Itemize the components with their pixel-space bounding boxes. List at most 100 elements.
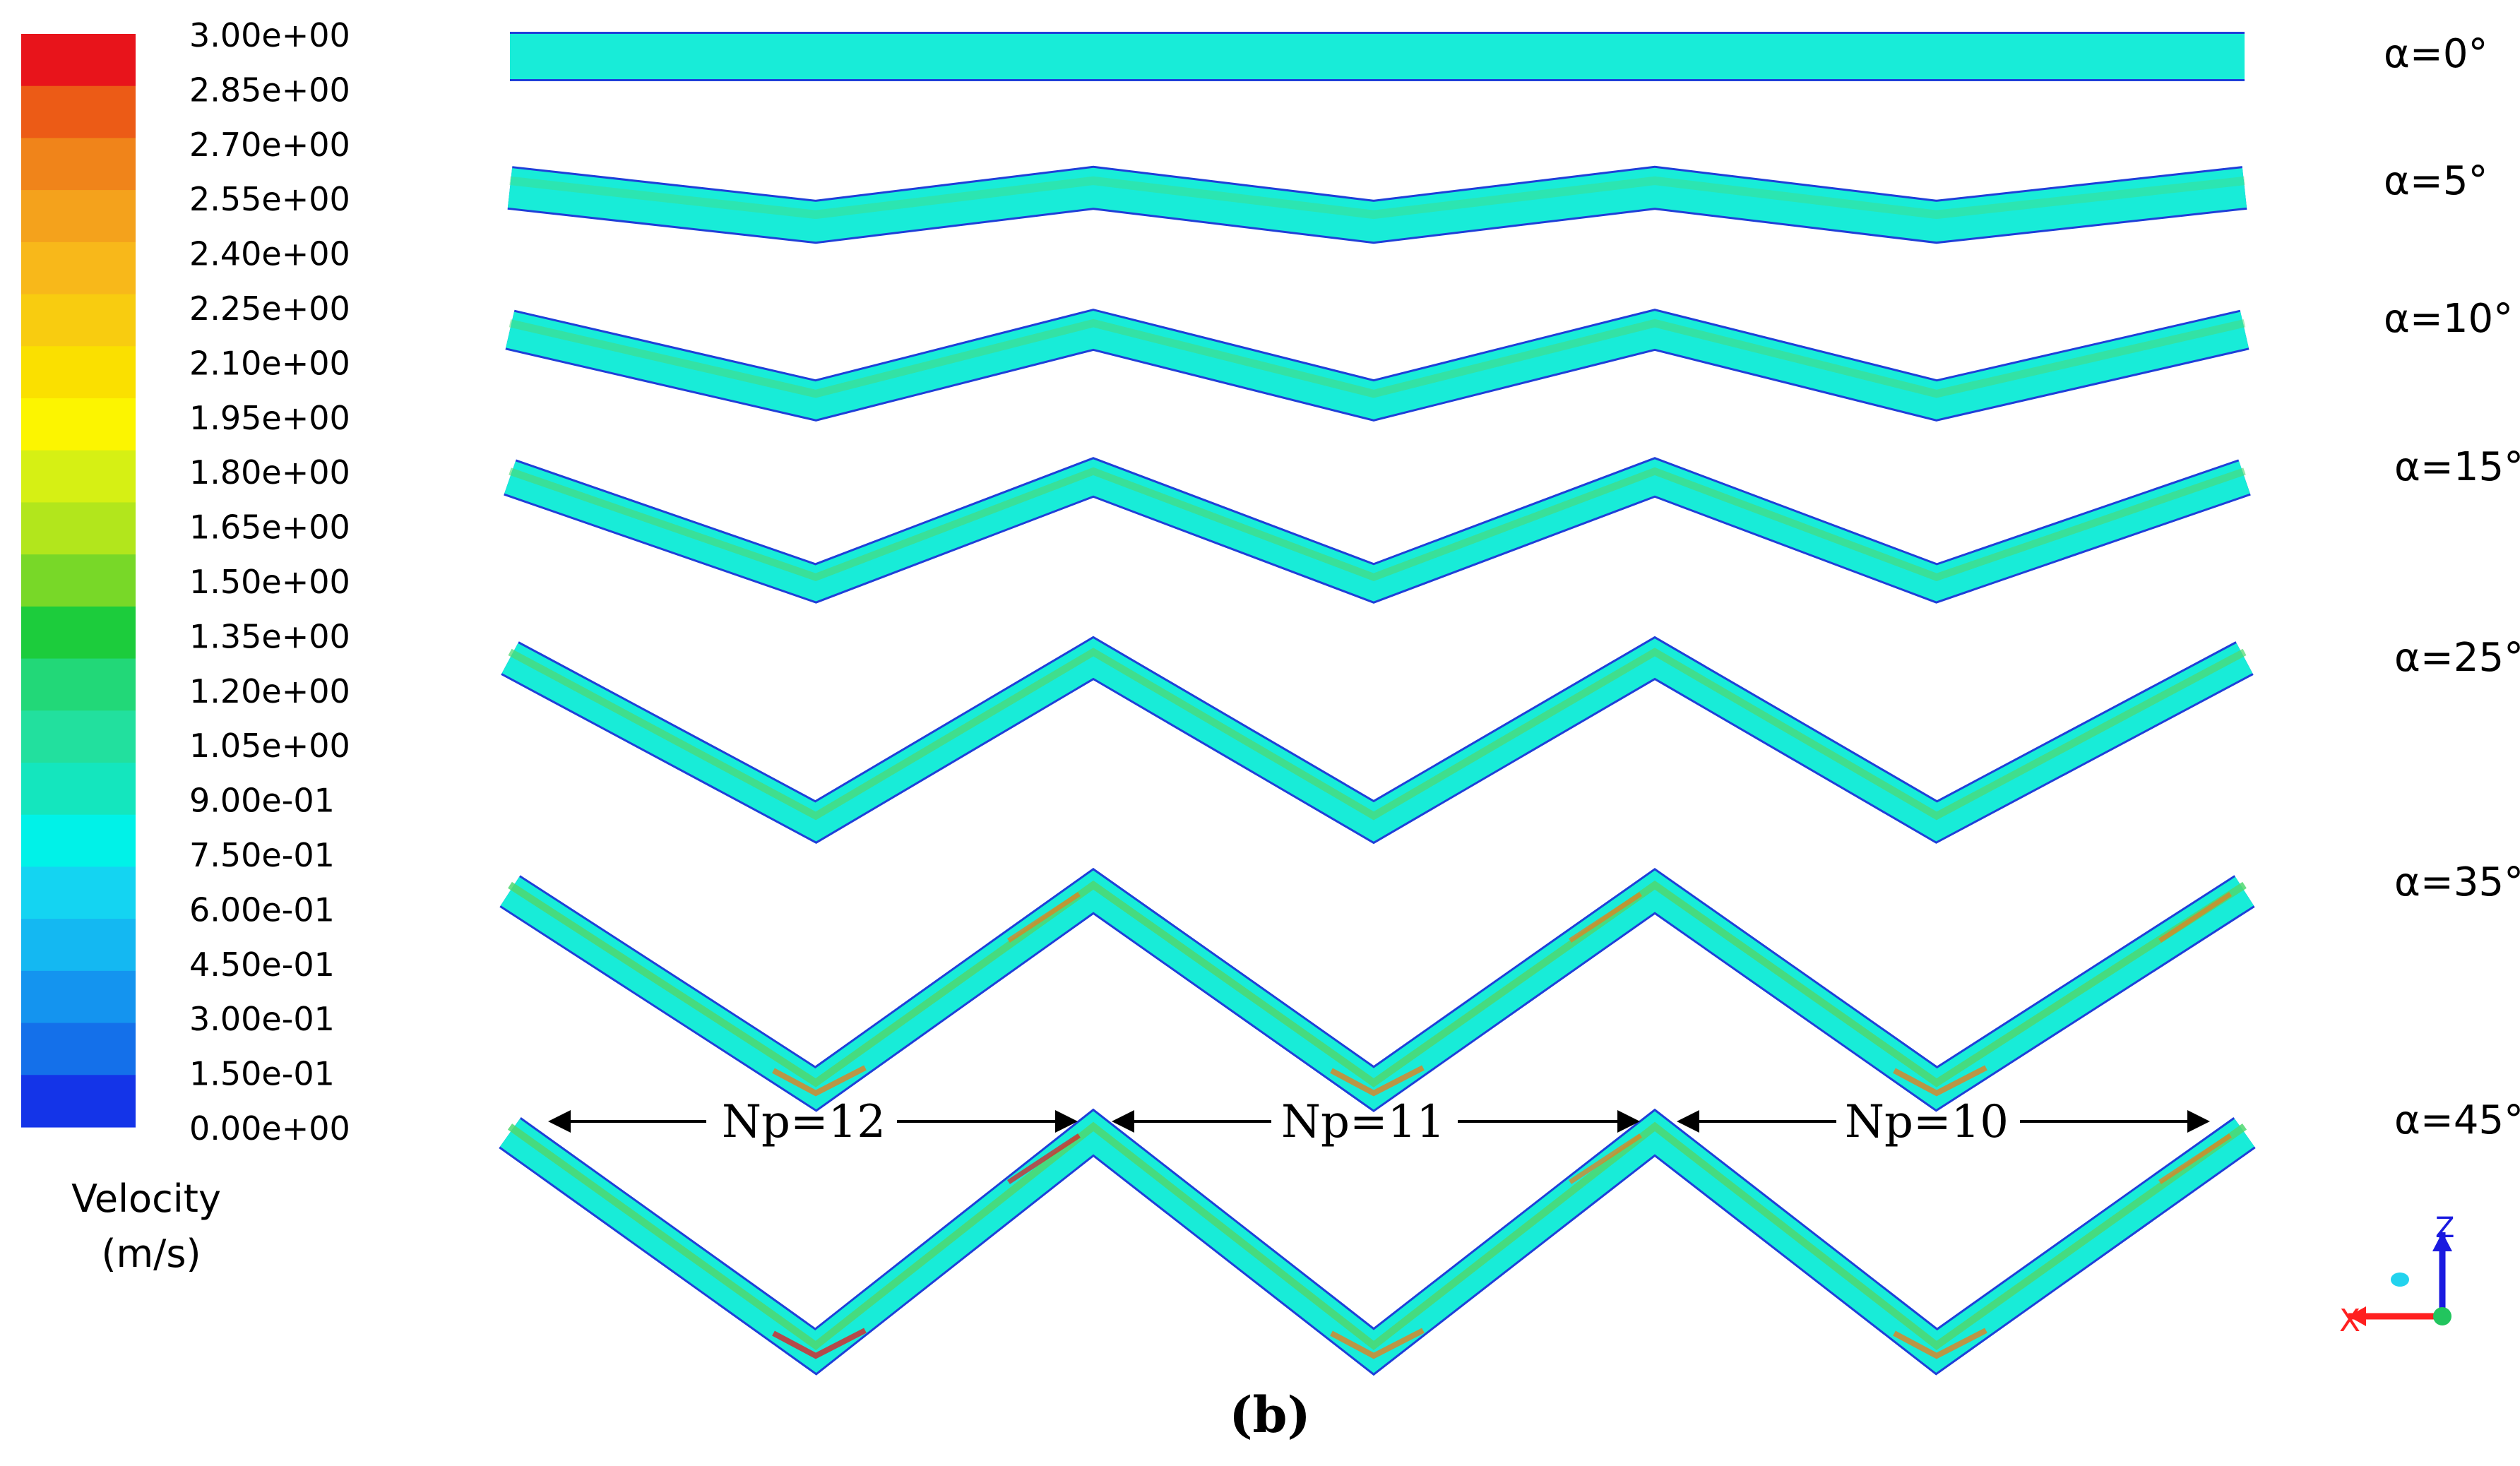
legend-swatch	[21, 398, 136, 451]
legend-tick-label: 3.00e+00	[189, 16, 350, 54]
legend-tick-label: 2.85e+00	[189, 71, 350, 109]
legend-swatch	[21, 658, 136, 711]
legend-tick-label: 4.50e-01	[189, 946, 335, 984]
channel-profile	[504, 457, 2251, 604]
x-axis-arrowhead	[2348, 1306, 2366, 1326]
channel-core	[504, 459, 2250, 602]
angle-label: α=0°	[2384, 31, 2488, 77]
legend-tick-label: 1.05e+00	[189, 727, 350, 765]
legend-tick-label: 6.00e-01	[189, 890, 335, 929]
legend-tick-label: 1.20e+00	[189, 672, 350, 710]
legend-tick-label: 1.50e+00	[189, 563, 350, 601]
x-axis-label: X	[2339, 1303, 2360, 1339]
pitch-label-np11: Np=11	[1281, 1096, 1445, 1148]
z-axis-arrowhead	[2432, 1232, 2452, 1251]
channel-core	[500, 1111, 2254, 1373]
valley-hot-streak	[772, 1065, 867, 1097]
peak-hot-streak	[1569, 1133, 1642, 1184]
legend-title: Velocity	[71, 1176, 221, 1221]
legend-tick-label: 1.80e+00	[189, 453, 350, 491]
legend-swatch	[21, 502, 136, 555]
legend-swatch	[21, 294, 136, 347]
legend-swatch	[21, 1075, 136, 1128]
legend-unit: (m/s)	[101, 1232, 201, 1276]
triad-origin	[2433, 1307, 2451, 1325]
velocity-streak	[508, 648, 2247, 821]
triad-y-marker	[2391, 1273, 2409, 1287]
legend-tick-label: 1.95e+00	[189, 399, 350, 437]
legend-swatch	[21, 606, 136, 660]
legend-tick-labels: 3.00e+00 2.85e+00 2.70e+00 2.55e+00 2.40e+00…	[189, 16, 350, 1148]
legend-swatch	[21, 814, 136, 868]
legend-tick-label: 2.10e+00	[189, 344, 350, 382]
figure-caption: (b)	[1229, 1385, 1310, 1444]
legend-swatch	[21, 450, 136, 503]
valley-hot-streak	[1893, 1328, 1987, 1359]
angle-labels: α=0° α=5° α=10° α=15° α=25° α=35° α=45°	[2384, 31, 2520, 1143]
legend-tick-label: 2.55e+00	[189, 180, 350, 218]
angle-label: α=15°	[2394, 444, 2520, 490]
channel-core	[501, 638, 2253, 842]
legend-swatch	[21, 85, 136, 139]
pitch-annotations: Np=12 Np=11 Np=10	[548, 1096, 2210, 1148]
legend-tick-label: 0.00e+00	[189, 1109, 350, 1148]
channel-profile	[507, 165, 2247, 244]
peak-hot-streak	[2158, 1133, 2232, 1184]
channel-profiles	[499, 32, 2256, 1376]
legend-tick-label: 1.35e+00	[189, 617, 350, 655]
valley-hot-streak	[1893, 1065, 1987, 1097]
peak-hot-streak	[1007, 892, 1081, 943]
legend-tick-label: 2.70e+00	[189, 126, 350, 164]
valley-hot-streak	[772, 1328, 867, 1359]
angle-label: α=45°	[2394, 1097, 2520, 1143]
legend-swatch	[21, 242, 136, 295]
legend-swatch	[21, 710, 136, 763]
angle-label: α=25°	[2394, 635, 2520, 681]
legend-tick-label: 2.25e+00	[189, 290, 350, 328]
angle-label: α=5°	[2384, 158, 2488, 204]
legend-swatch	[21, 763, 136, 816]
pitch-label-np12: Np=12	[722, 1096, 886, 1148]
legend-tick-label: 3.00e-01	[189, 1000, 335, 1038]
peak-hot-streak	[2158, 892, 2232, 943]
legend-swatch	[21, 1023, 136, 1075]
axes-triad: X Z	[2339, 1212, 2454, 1339]
legend-swatch	[21, 970, 136, 1024]
angle-label: α=10°	[2384, 296, 2513, 342]
legend-swatch	[21, 190, 136, 243]
valley-hot-streak	[1330, 1065, 1425, 1097]
velocity-color-legend: 3.00e+00 2.85e+00 2.70e+00 2.55e+00 2.40e+00…	[21, 16, 350, 1276]
velocity-streak	[507, 1121, 2247, 1351]
channel-profile	[505, 309, 2249, 422]
channel-core	[507, 167, 2247, 242]
velocity-streak	[509, 467, 2246, 582]
legend-tick-label: 1.50e-01	[189, 1055, 335, 1093]
legend-tick-label: 7.50e-01	[189, 836, 335, 874]
channel-core	[506, 311, 2249, 419]
legend-swatch	[21, 866, 136, 919]
legend-tick-label: 1.65e+00	[189, 508, 350, 547]
angle-label: α=35°	[2394, 859, 2520, 905]
legend-tick-label: 9.00e-01	[189, 782, 335, 820]
legend-swatches	[21, 34, 136, 1128]
legend-swatch	[21, 34, 136, 87]
velocity-streak	[508, 880, 2247, 1087]
channel-profile	[499, 867, 2255, 1113]
legend-swatch	[21, 138, 136, 191]
legend-swatch	[21, 919, 136, 972]
velocity-streak	[509, 318, 2246, 398]
legend-tick-label: 2.40e+00	[189, 235, 350, 273]
valley-hot-streak	[1330, 1328, 1425, 1359]
velocity-streak	[509, 176, 2245, 220]
legend-swatch	[21, 346, 136, 399]
channel-profile	[501, 636, 2254, 845]
peak-hot-streak	[1007, 1133, 1081, 1184]
z-axis-label: Z	[2435, 1212, 2454, 1244]
legend-swatch	[21, 554, 136, 607]
pitch-label-np10: Np=10	[1845, 1096, 2009, 1148]
peak-hot-streak	[1569, 892, 1642, 943]
channel-profile	[499, 1108, 2256, 1376]
channel-core	[500, 870, 2254, 1110]
